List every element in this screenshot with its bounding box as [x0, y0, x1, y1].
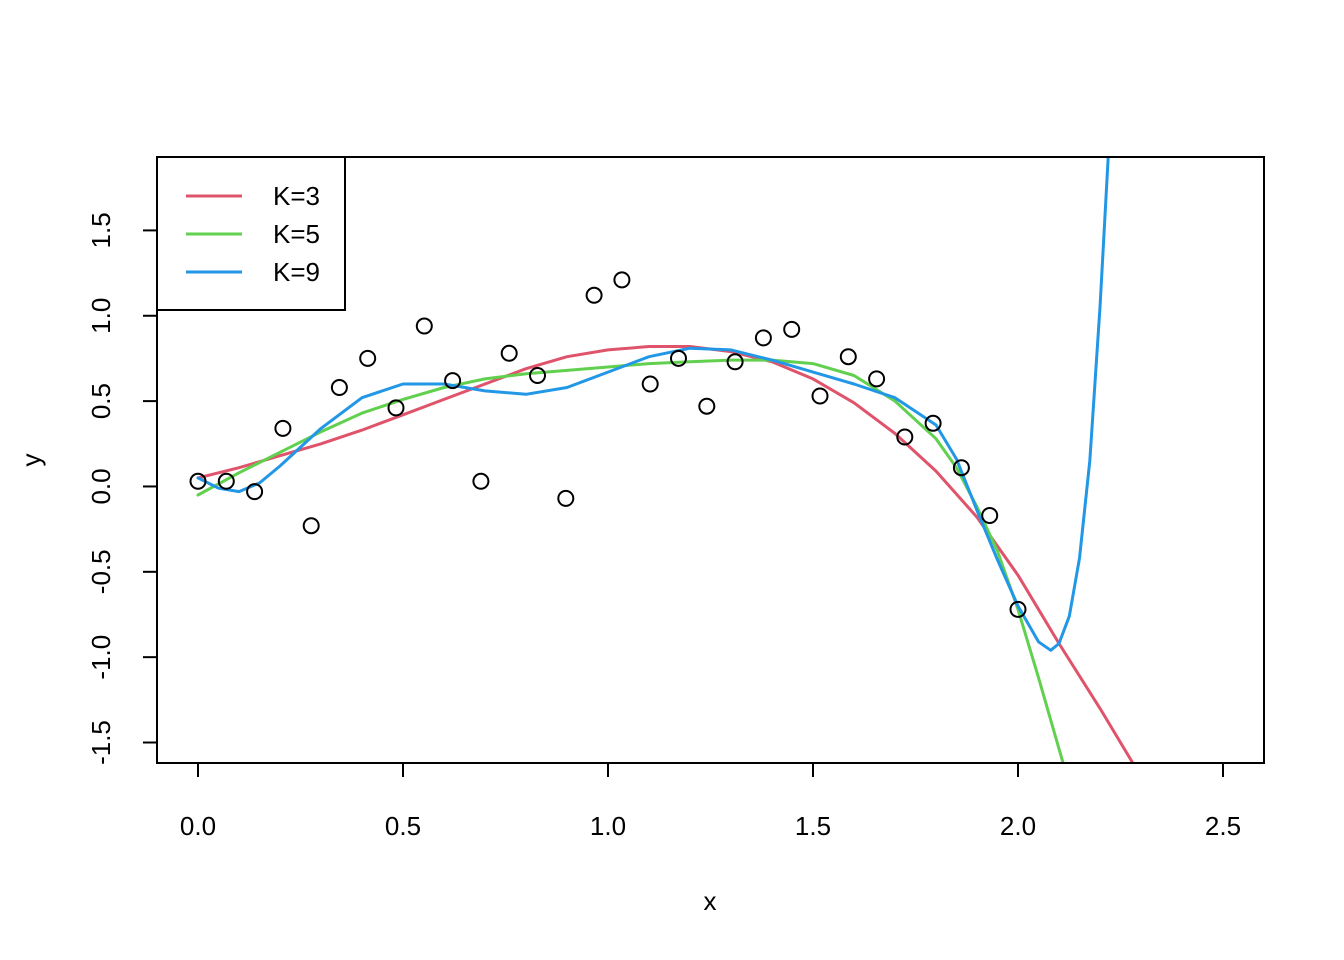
x-tick-label: 1.0: [590, 811, 626, 841]
y-tick-label: 0.0: [86, 468, 116, 504]
data-point: [952, 459, 970, 477]
legend: K=3 K=5 K=9: [156, 156, 346, 311]
data-point: [811, 387, 829, 405]
data-point: [783, 320, 801, 338]
data-point: [330, 379, 348, 396]
data-point: [472, 472, 490, 490]
x-tick-label: 1.5: [795, 811, 831, 841]
x-axis: 0.0 0.5 1.0 1.5 2.0 2.5: [180, 762, 1241, 841]
data-point: [585, 286, 603, 304]
data-point: [557, 489, 575, 507]
y-axis-title: y: [16, 454, 46, 467]
data-point: [981, 507, 999, 524]
data-point: [189, 472, 207, 490]
data-point: [613, 271, 631, 289]
data-point: [302, 517, 320, 535]
data-point: [670, 349, 687, 367]
data-point: [924, 414, 942, 432]
points-layer: [189, 271, 1027, 618]
legend-label: K=9: [273, 257, 320, 287]
data-point: [274, 419, 292, 437]
legend-label: K=5: [273, 219, 320, 249]
data-point: [698, 397, 716, 415]
data-point: [839, 348, 857, 366]
y-tick-label: -1.0: [86, 635, 116, 680]
data-point: [896, 428, 914, 446]
data-point: [387, 399, 405, 417]
data-point: [868, 370, 886, 388]
y-tick-label: -1.5: [86, 720, 116, 765]
data-point: [444, 372, 462, 390]
series-layer: [196, 157, 1135, 763]
data-point: [246, 483, 264, 501]
y-tick-label: 1.0: [86, 298, 116, 334]
data-point: [217, 472, 235, 490]
y-tick-label: 1.5: [86, 212, 116, 248]
y-axis: -1.5 -1.0 -0.5 0.0 0.5 1.0 1.5: [86, 212, 158, 765]
y-tick-label: 0.5: [86, 383, 116, 419]
y-tick-label: -0.5: [86, 549, 116, 594]
x-tick-label: 0.5: [385, 811, 421, 841]
data-point: [641, 375, 659, 393]
x-axis-title: x: [704, 886, 717, 916]
data-point: [726, 353, 744, 371]
data-point: [1009, 600, 1027, 618]
legend-label: K=3: [273, 181, 320, 211]
data-point: [500, 344, 518, 362]
x-tick-label: 2.0: [1000, 811, 1036, 841]
data-point: [754, 329, 772, 347]
x-tick-label: 2.5: [1205, 811, 1241, 841]
x-tick-label: 0.0: [180, 811, 216, 841]
data-point: [415, 317, 433, 335]
series-line-k9: [196, 157, 1110, 652]
data-point: [529, 367, 546, 384]
legend-box: [156, 156, 346, 311]
data-point: [359, 349, 377, 367]
